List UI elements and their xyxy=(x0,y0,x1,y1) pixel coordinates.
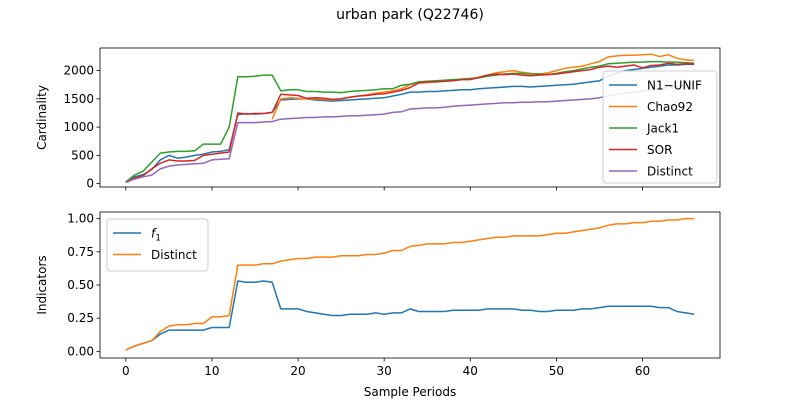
x-axis-label: Sample Periods xyxy=(364,385,456,399)
x-tick-label: 60 xyxy=(635,364,650,378)
y-tick-label: 1500 xyxy=(63,92,94,106)
legend-entry: Distinct xyxy=(151,248,197,262)
series-line-f xyxy=(125,280,695,351)
x-tick-label: 20 xyxy=(290,364,305,378)
legend: N1−UNIF Chao92 Jack1 SOR Distinct xyxy=(602,70,718,184)
series-line-distinct xyxy=(125,83,695,184)
y-tick-label: 1.00 xyxy=(67,212,94,226)
series-line-jack1 xyxy=(125,60,695,183)
y-tick-label: 2000 xyxy=(63,64,94,78)
legend: f1 Distinct xyxy=(106,218,209,272)
legend-entry-name: f xyxy=(151,227,157,241)
legend-entry: Chao92 xyxy=(647,100,693,114)
legend-entry: N1−UNIF xyxy=(647,79,702,93)
legend-entry: Jack1 xyxy=(646,122,679,136)
y-tick-label: 500 xyxy=(71,148,94,162)
series-line-distinct xyxy=(125,217,695,351)
y-tick-label: 0.00 xyxy=(67,344,94,358)
top-chart-panel: 0 500 1000 1500 2000 Cardinality N1−UNIF Chao92… xyxy=(35,47,721,191)
bottom-chart-panel: 0 10 20 30 40 50 60 0.00 0.25 0.50 0.75 1.00 Indicat… xyxy=(35,211,721,399)
x-tick-label: 10 xyxy=(204,364,219,378)
series-line-n1-unif xyxy=(125,63,695,184)
x-tick-label: 30 xyxy=(377,364,392,378)
legend-entry: SOR xyxy=(647,143,672,157)
y-axis-label: Cardinality xyxy=(35,85,49,150)
x-tick-label: 40 xyxy=(463,364,478,378)
x-tick-label: 0 xyxy=(122,364,130,378)
figure-title: urban park (Q22746) xyxy=(336,7,484,23)
legend-entry: f1 xyxy=(151,227,161,244)
x-tick-label: 50 xyxy=(549,364,564,378)
y-tick-label: 1000 xyxy=(63,120,94,134)
legend-entry: Distinct xyxy=(647,165,693,179)
series-line-sor xyxy=(125,62,695,184)
y-tick-label: 0 xyxy=(86,177,94,191)
legend-box xyxy=(602,70,718,184)
legend-entry-subscript: 1 xyxy=(155,234,161,244)
axes-frame xyxy=(99,47,721,188)
y-tick-label: 0.25 xyxy=(67,311,94,325)
y-tick-label: 0.50 xyxy=(67,278,94,292)
y-axis-label: Indicators xyxy=(35,255,49,314)
y-tick-label: 0.75 xyxy=(67,245,94,259)
legend-box xyxy=(106,218,209,272)
